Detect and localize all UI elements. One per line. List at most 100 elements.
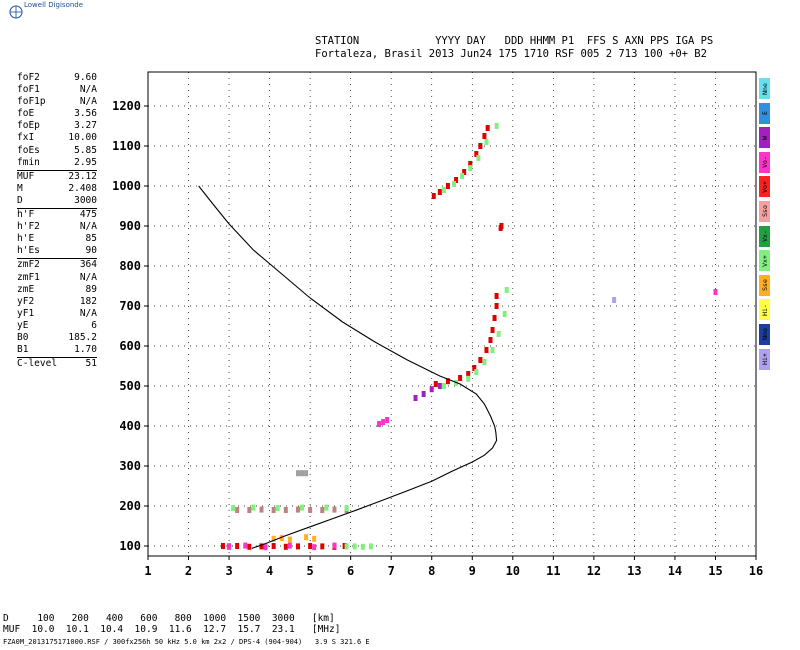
x-tick-label: 15: [708, 564, 722, 578]
echo-point: [247, 543, 252, 550]
parameter-value: 2.408: [68, 182, 97, 194]
echo-point: [445, 183, 450, 189]
echo-point: [308, 507, 313, 513]
x-tick-label: 13: [627, 564, 641, 578]
parameter-name: h'F: [17, 209, 35, 221]
x-tick-label: 9: [469, 564, 476, 578]
muf-distance-row: D 100 200 400 600 800 1000 1500 3000 [km…: [3, 613, 335, 624]
echo-point: [466, 371, 471, 377]
echo-point: [441, 383, 446, 389]
x-tick-label: 6: [347, 564, 354, 578]
parameter-value: 364: [79, 259, 97, 271]
legend-label: Hi-: [760, 303, 769, 316]
echo-point: [474, 369, 479, 375]
parameter-value: 89: [85, 283, 97, 295]
echo-point: [235, 507, 240, 513]
x-tick-label: 5: [307, 564, 314, 578]
x-tick-label: 16: [749, 564, 763, 578]
echo-point: [283, 543, 288, 550]
echo-point: [713, 289, 718, 295]
echo-point: [478, 143, 483, 149]
echo-point: [494, 303, 499, 309]
parameter-name: foF2: [17, 72, 40, 83]
echo-point: [377, 421, 382, 427]
echo-point: [243, 542, 248, 549]
x-tick-label: 3: [225, 564, 232, 578]
echo-point: [445, 378, 450, 385]
y-tick-label: 500: [119, 379, 141, 393]
echo-point: [494, 123, 499, 129]
parameter-value: 85: [85, 233, 97, 245]
parameter-name: fmin: [17, 156, 40, 168]
legend-item-vx: Vx-: [759, 225, 770, 247]
parameter-value: 3000: [74, 194, 97, 206]
echo-point: [460, 173, 465, 179]
parameter-name: M: [17, 182, 23, 194]
y-tick-label: 300: [119, 459, 141, 473]
echo-point: [485, 125, 490, 131]
legend-label: Nno: [760, 328, 769, 341]
polarization-legend: Nne E W Vo- Vo+ Sso Vx- Vx+ Sse Hi- Nno Hi+: [759, 78, 771, 373]
parameter-row: zmF2 364: [17, 259, 97, 271]
echo-point: [441, 187, 446, 193]
legend-label: E: [760, 111, 769, 116]
echo-point: [484, 347, 489, 353]
parameter-name: C-level: [17, 358, 58, 370]
echo-point: [342, 543, 347, 549]
echo-point: [235, 543, 240, 549]
echo-point: [496, 331, 501, 337]
parameter-row: yF1 N/A: [17, 308, 97, 320]
parameter-value: 90: [85, 245, 97, 257]
parameter-row: B1 1.70: [17, 344, 97, 356]
echo-point: [492, 315, 497, 321]
echo-point: [283, 507, 288, 513]
y-tick-label: 800: [119, 259, 141, 273]
echo-point: [472, 365, 477, 371]
echo-point: [490, 327, 495, 333]
parameter-row: zmF1 N/A: [17, 272, 97, 284]
legend-item-hi: Hi+: [759, 348, 770, 370]
parameter-row: h'Es 90: [17, 245, 97, 257]
density-profile-line: [198, 185, 498, 549]
echo-point: [304, 470, 309, 477]
echo-point: [431, 193, 436, 199]
legend-item-w: W: [759, 127, 770, 149]
x-tick-label: 2: [185, 564, 192, 578]
y-tick-label: 900: [119, 219, 141, 233]
echo-point: [462, 169, 467, 175]
parameter-row: C-level 51: [17, 358, 97, 370]
parameter-row: D 3000: [17, 195, 97, 207]
parameter-value: 6: [91, 319, 97, 331]
legend-label: Vo+: [760, 181, 769, 193]
echo-point: [433, 381, 438, 387]
echo-point: [421, 391, 426, 397]
echo-point: [429, 386, 434, 393]
y-tick-label: 1100: [112, 139, 141, 153]
echo-point: [474, 151, 479, 157]
echo-point: [231, 505, 236, 511]
echo-point: [612, 297, 617, 303]
y-tick-label: 400: [119, 419, 141, 433]
parameter-value: 182: [79, 295, 97, 307]
echo-point: [320, 507, 325, 513]
parameter-name: yF1: [17, 307, 35, 319]
parameter-name: h'Es: [17, 245, 40, 257]
parameter-row: foF1p N/A: [17, 96, 97, 108]
parameter-row: M 2.408: [17, 183, 97, 195]
echo-point: [312, 535, 317, 542]
parameter-name: D: [17, 194, 23, 206]
echo-point: [458, 375, 463, 381]
y-tick-label: 600: [119, 339, 141, 353]
echo-point: [332, 506, 337, 513]
parameter-row: h'F 475: [17, 209, 97, 221]
parameter-value: 51: [85, 358, 97, 370]
logo-text: Lowell Digisonde: [24, 1, 84, 9]
echo-point: [344, 543, 349, 550]
echo-point: [437, 383, 442, 389]
legend-label: Nne: [760, 82, 769, 95]
legend-label: W: [760, 135, 769, 140]
legend-item-nno: Nno: [759, 323, 770, 345]
parameter-name: h'F2: [17, 221, 40, 233]
parameter-value: 1.70: [74, 344, 97, 356]
legend-item-hi: Hi-: [759, 299, 770, 321]
